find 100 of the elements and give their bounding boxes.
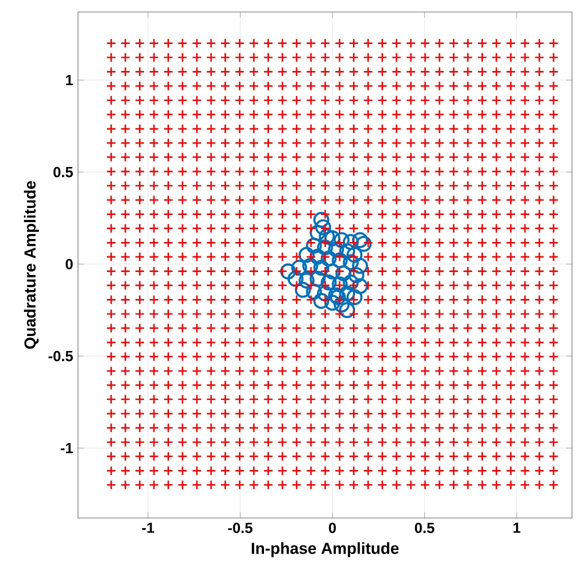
point <box>377 109 388 120</box>
point <box>192 480 202 490</box>
point <box>178 422 188 433</box>
point <box>420 308 430 319</box>
point <box>292 52 302 62</box>
point <box>134 238 145 248</box>
point <box>248 480 259 490</box>
point <box>363 422 374 433</box>
point <box>534 266 544 276</box>
point <box>178 223 188 234</box>
point <box>206 80 216 91</box>
point <box>420 422 430 433</box>
point <box>420 124 430 134</box>
point <box>448 451 459 462</box>
point <box>320 166 330 177</box>
point <box>491 180 502 191</box>
point <box>292 152 302 162</box>
point <box>420 337 430 348</box>
point <box>163 138 174 148</box>
point <box>392 480 402 490</box>
point <box>234 394 245 404</box>
point <box>520 152 530 162</box>
point <box>163 466 174 476</box>
point <box>134 280 145 290</box>
point <box>392 408 402 419</box>
point <box>477 124 488 134</box>
point <box>120 109 130 120</box>
point <box>178 294 188 305</box>
point <box>220 308 230 319</box>
point <box>263 180 274 191</box>
point <box>148 466 159 476</box>
point <box>306 209 316 220</box>
point <box>462 466 473 476</box>
point <box>434 366 444 376</box>
point <box>148 308 159 319</box>
point <box>220 408 230 419</box>
point <box>220 223 230 234</box>
point <box>220 266 230 276</box>
point <box>277 38 288 48</box>
point <box>306 223 316 234</box>
point <box>148 451 159 462</box>
point <box>306 238 322 254</box>
point <box>234 466 245 476</box>
point <box>363 366 374 376</box>
point <box>206 52 216 62</box>
point <box>477 223 488 234</box>
point <box>334 124 345 134</box>
point <box>477 437 488 448</box>
x-tick-label: -1 <box>142 522 154 533</box>
point <box>534 451 544 462</box>
point <box>163 422 174 433</box>
point <box>462 95 473 106</box>
point <box>406 466 416 476</box>
point <box>320 95 330 106</box>
point <box>206 266 216 276</box>
point <box>434 266 444 276</box>
point <box>148 52 159 62</box>
point <box>377 437 388 448</box>
point <box>462 80 473 91</box>
point <box>462 380 473 390</box>
point <box>420 437 430 448</box>
point <box>534 408 544 419</box>
point <box>192 152 202 162</box>
point <box>178 180 188 191</box>
point <box>363 280 374 290</box>
point <box>491 223 502 234</box>
point <box>292 138 302 148</box>
point <box>548 38 559 48</box>
point <box>220 138 230 148</box>
point <box>548 394 559 404</box>
point <box>548 166 559 177</box>
point <box>363 352 374 362</box>
point <box>277 138 288 148</box>
point <box>352 278 368 294</box>
point <box>534 366 544 376</box>
point <box>434 95 444 106</box>
point <box>506 280 516 290</box>
point <box>192 422 202 433</box>
x-tick-label: 0.5 <box>414 522 434 534</box>
point <box>106 152 116 162</box>
point <box>234 209 245 220</box>
point <box>106 451 116 462</box>
point <box>234 337 245 348</box>
point <box>277 480 288 490</box>
point <box>294 282 311 298</box>
point <box>106 195 116 206</box>
point <box>491 422 502 433</box>
point <box>248 380 259 390</box>
point <box>348 394 359 404</box>
point <box>277 337 288 348</box>
point <box>234 323 245 334</box>
point <box>548 337 559 348</box>
point <box>506 223 516 234</box>
point <box>348 195 359 206</box>
point <box>192 366 202 376</box>
point <box>263 80 274 91</box>
point <box>377 80 388 91</box>
point <box>263 38 274 48</box>
point <box>392 138 402 148</box>
point <box>363 337 374 348</box>
